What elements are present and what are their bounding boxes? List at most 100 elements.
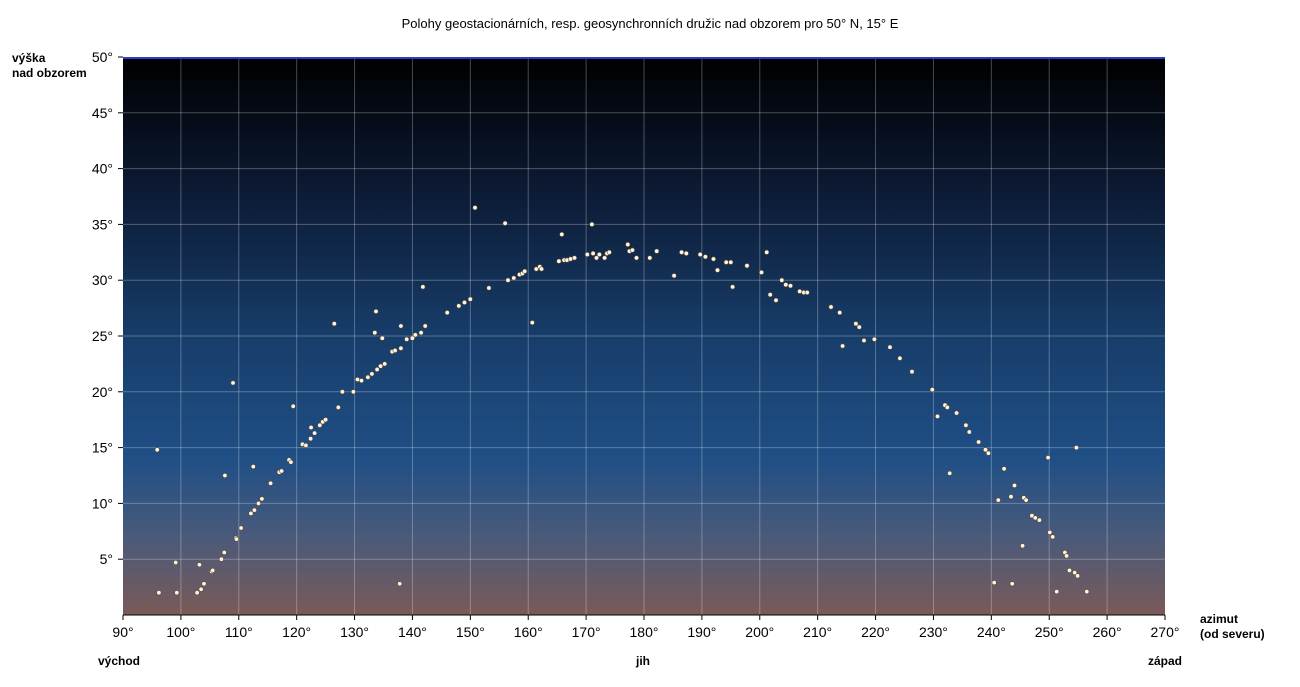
satellite-point bbox=[323, 417, 329, 423]
satellite-point bbox=[259, 496, 265, 502]
y-tick-label: 5° bbox=[100, 551, 113, 567]
satellite-point bbox=[422, 323, 428, 329]
satellite-point bbox=[804, 289, 810, 295]
satellite-point bbox=[374, 366, 380, 372]
satellite-point bbox=[723, 259, 729, 265]
satellite-point bbox=[779, 277, 785, 283]
x-tick-label: 260° bbox=[1093, 624, 1122, 640]
x-tick-label: 250° bbox=[1035, 624, 1064, 640]
x-tick-label: 200° bbox=[745, 624, 774, 640]
satellite-point bbox=[671, 273, 677, 279]
satellite-point bbox=[290, 403, 296, 409]
satellite-point bbox=[373, 308, 379, 314]
satellite-point bbox=[156, 590, 162, 596]
x-axis-label-line-1: azimut bbox=[1200, 612, 1239, 626]
x-tick-label: 110° bbox=[225, 624, 253, 640]
satellite-point bbox=[392, 347, 398, 353]
satellite-point bbox=[728, 259, 734, 265]
satellite-point bbox=[744, 263, 750, 269]
y-tick-label: 45° bbox=[92, 105, 113, 121]
satellite-point bbox=[279, 468, 285, 474]
satellite-point bbox=[1047, 529, 1053, 535]
satellite-point bbox=[758, 269, 764, 275]
satellite-point bbox=[679, 249, 685, 255]
satellite-point bbox=[767, 292, 773, 298]
satellite-point bbox=[559, 231, 565, 237]
satellite-point bbox=[853, 321, 859, 327]
satellite-point bbox=[398, 345, 404, 351]
satellite-point bbox=[538, 266, 544, 272]
satellite-point bbox=[198, 586, 204, 592]
x-tick-label: 100° bbox=[166, 624, 195, 640]
satellite-point bbox=[196, 562, 202, 568]
satellite-point bbox=[963, 422, 969, 428]
grid-lines bbox=[118, 56, 1166, 620]
satellite-point bbox=[976, 439, 982, 445]
satellite-point bbox=[154, 447, 160, 453]
x-tick-label: 210° bbox=[803, 624, 832, 640]
satellite-point bbox=[797, 288, 803, 294]
satellite-point bbox=[382, 361, 388, 367]
satellite-point bbox=[944, 404, 950, 410]
chart-title: Polohy geostacionárních, resp. geosynchr… bbox=[401, 16, 899, 31]
satellite-point bbox=[339, 389, 345, 395]
satellite-point bbox=[472, 205, 478, 211]
satellite-point bbox=[982, 447, 988, 453]
satellite-point bbox=[837, 310, 843, 316]
direction-label-south: jih bbox=[636, 654, 650, 668]
satellite-point bbox=[255, 500, 261, 506]
satellite-point bbox=[1001, 466, 1007, 472]
satellite-point bbox=[828, 304, 834, 310]
satellite-point bbox=[418, 330, 424, 336]
x-tick-label: 90° bbox=[112, 624, 133, 640]
satellite-point bbox=[1029, 513, 1035, 519]
y-tick-label: 20° bbox=[92, 384, 113, 400]
satellite-point bbox=[210, 567, 216, 573]
satellite-point bbox=[856, 324, 862, 330]
satellite-point bbox=[201, 581, 207, 587]
satellite-point bbox=[461, 299, 467, 305]
satellite-point bbox=[230, 380, 236, 386]
y-tick-label: 10° bbox=[92, 495, 113, 511]
satellite-point bbox=[861, 337, 867, 343]
satellite-point bbox=[1008, 494, 1014, 500]
satellite-point bbox=[654, 248, 660, 254]
satellite-point bbox=[397, 581, 403, 587]
satellite-point bbox=[683, 250, 689, 256]
plot-background bbox=[123, 57, 1165, 615]
satellite-point bbox=[606, 249, 612, 255]
satellite-point bbox=[378, 363, 384, 369]
satellite-point bbox=[317, 422, 323, 428]
satellite-point bbox=[764, 249, 770, 255]
satellite-point bbox=[248, 510, 254, 516]
satellite-point bbox=[625, 242, 631, 248]
x-tick-label: 140° bbox=[398, 624, 427, 640]
satellite-point bbox=[398, 323, 404, 329]
satellite-point bbox=[947, 470, 953, 476]
satellite-point bbox=[571, 255, 577, 261]
satellite-point bbox=[288, 459, 294, 465]
satellite-point bbox=[787, 283, 793, 289]
satellite-point bbox=[966, 429, 972, 435]
satellite-point bbox=[1067, 567, 1073, 573]
satellite-point bbox=[1064, 553, 1070, 559]
x-axis-label-line-2: (od severu) bbox=[1200, 627, 1265, 641]
satellite-point bbox=[486, 285, 492, 291]
satellite-point bbox=[589, 221, 595, 227]
x-axis-label: azimut (od severu) bbox=[1200, 612, 1265, 642]
satellite-point bbox=[1050, 534, 1056, 540]
satellite-point bbox=[456, 303, 462, 309]
satellite-points bbox=[154, 205, 1090, 596]
satellite-point bbox=[1020, 543, 1026, 549]
satellite-point bbox=[238, 525, 244, 531]
satellite-point bbox=[596, 252, 602, 258]
satellite-point bbox=[1009, 581, 1015, 587]
y-tick-label: 50° bbox=[92, 49, 113, 65]
satellite-point bbox=[590, 250, 596, 256]
satellite-point bbox=[702, 254, 708, 260]
satellite-point bbox=[897, 355, 903, 361]
satellite-point bbox=[409, 335, 415, 341]
satellite-point bbox=[1011, 482, 1017, 488]
x-tick-label: 220° bbox=[861, 624, 890, 640]
